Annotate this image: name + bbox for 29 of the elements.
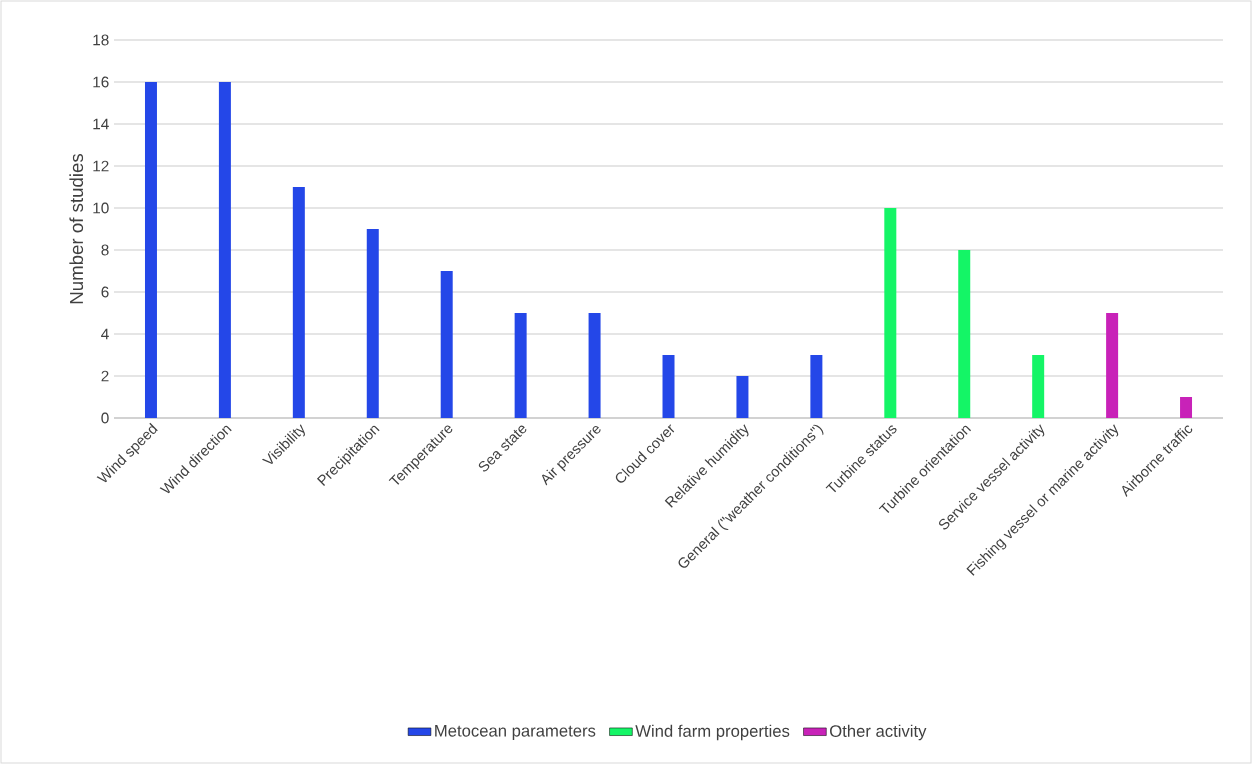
bar <box>1106 313 1119 418</box>
bar <box>292 187 305 418</box>
y-tick-label: 10 <box>93 202 109 214</box>
bar <box>1180 397 1193 418</box>
bar <box>736 376 749 418</box>
bar <box>958 250 971 418</box>
bar <box>810 355 823 418</box>
y-tick-label: 12 <box>93 160 109 172</box>
bar <box>144 82 157 418</box>
bar <box>218 82 231 418</box>
bar <box>1032 355 1045 418</box>
bar <box>588 313 601 418</box>
bar <box>366 229 379 418</box>
legend-label: Other activity <box>830 724 927 741</box>
legend-label: Wind farm properties <box>635 724 790 741</box>
y-tick-label: 2 <box>101 370 109 382</box>
bar <box>514 313 527 418</box>
y-tick-label: 18 <box>93 34 109 46</box>
bar <box>662 355 675 418</box>
legend-label: Metocean parameters <box>435 725 596 740</box>
y-tick-label: 4 <box>101 328 109 340</box>
bar <box>440 271 453 418</box>
y-tick-label: 16 <box>93 76 109 88</box>
y-tick-label: 0 <box>101 412 109 424</box>
bar <box>884 208 897 418</box>
y-tick-label: 14 <box>93 118 109 130</box>
y-tick-label: 6 <box>101 286 109 298</box>
y-tick-label: 8 <box>101 244 109 256</box>
y-axis-title: Number of studies <box>69 153 84 304</box>
